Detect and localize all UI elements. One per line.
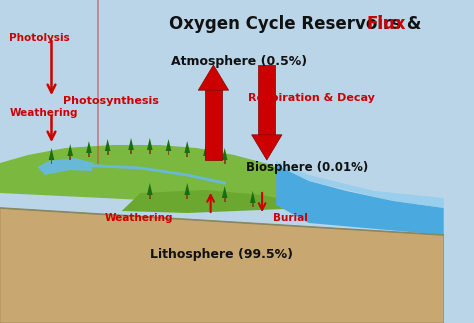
- Polygon shape: [198, 65, 228, 90]
- Text: Oxygen Cycle Reservoirs &: Oxygen Cycle Reservoirs &: [168, 15, 427, 33]
- Polygon shape: [49, 148, 55, 160]
- Bar: [205, 90, 222, 160]
- Bar: [130, 150, 132, 154]
- Text: Weathering: Weathering: [9, 108, 78, 118]
- Polygon shape: [86, 141, 92, 153]
- Bar: [149, 150, 151, 154]
- Polygon shape: [252, 135, 282, 160]
- Bar: [168, 151, 169, 155]
- Polygon shape: [276, 161, 444, 208]
- Polygon shape: [0, 145, 309, 208]
- Polygon shape: [122, 190, 309, 213]
- Polygon shape: [222, 186, 228, 198]
- Polygon shape: [147, 183, 153, 195]
- Bar: [252, 203, 254, 207]
- Polygon shape: [222, 148, 228, 160]
- Polygon shape: [147, 138, 153, 150]
- Text: Burial: Burial: [273, 213, 308, 223]
- Text: Weathering: Weathering: [105, 213, 173, 223]
- Text: Flux: Flux: [367, 15, 407, 33]
- Text: Atmosphere (0.5%): Atmosphere (0.5%): [171, 55, 307, 68]
- Polygon shape: [128, 138, 134, 150]
- Polygon shape: [250, 191, 255, 203]
- Bar: [88, 153, 90, 157]
- Polygon shape: [184, 141, 190, 153]
- Bar: [258, 65, 275, 135]
- Bar: [224, 198, 226, 202]
- Polygon shape: [37, 158, 93, 175]
- Text: Biosphere (0.01%): Biosphere (0.01%): [246, 161, 368, 174]
- Bar: [186, 195, 188, 199]
- Polygon shape: [184, 183, 190, 195]
- Bar: [149, 195, 151, 199]
- Bar: [51, 160, 53, 164]
- Text: Photolysis: Photolysis: [9, 33, 70, 43]
- Polygon shape: [67, 144, 73, 156]
- Bar: [107, 151, 109, 155]
- Text: Respiration & Decay: Respiration & Decay: [247, 93, 374, 103]
- Text: Lithosphere (99.5%): Lithosphere (99.5%): [150, 248, 293, 261]
- Bar: [205, 156, 207, 160]
- Polygon shape: [105, 139, 110, 151]
- Bar: [186, 153, 188, 157]
- Polygon shape: [166, 139, 171, 151]
- Bar: [224, 160, 226, 164]
- Text: Photosynthesis: Photosynthesis: [63, 96, 159, 106]
- Bar: [69, 156, 71, 160]
- Polygon shape: [0, 208, 444, 323]
- Polygon shape: [276, 165, 444, 235]
- Polygon shape: [203, 144, 209, 156]
